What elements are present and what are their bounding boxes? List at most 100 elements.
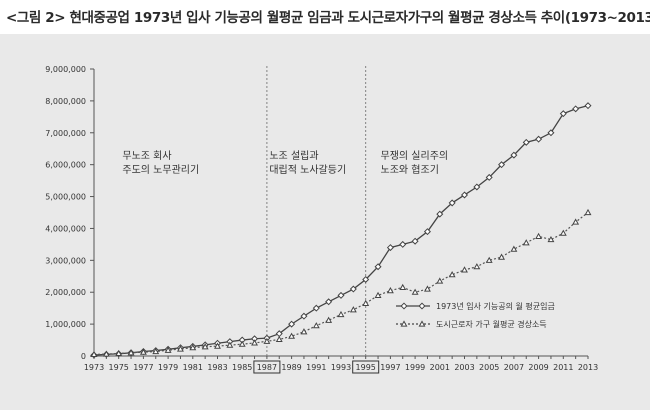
point-marker-triangle (461, 266, 468, 273)
point-marker-triangle (436, 277, 444, 284)
axes-layer: 0 1,000,000 2,000,000 3,000,000 4,000,000 5,0… (45, 65, 598, 374)
point-marker-triangle (448, 271, 456, 278)
point-marker-diamond (448, 199, 456, 207)
legend-label: 도시근로자 가구 월평균 경상소득 (436, 319, 547, 329)
x-tick-label: 1997 (380, 363, 400, 372)
series-line (93, 212, 589, 356)
point-marker-diamond (300, 312, 308, 320)
x-tick-label: 2005 (479, 363, 499, 372)
point-marker-diamond (325, 298, 333, 306)
point-marker-diamond (436, 210, 444, 218)
period-annotation-line: 무쟁의 실리주의 (381, 150, 449, 162)
x-tick-label: 2003 (454, 363, 474, 372)
point-marker-triangle (214, 342, 221, 349)
point-marker-triangle (399, 283, 407, 291)
point-marker-diamond (312, 304, 320, 312)
point-marker-diamond (374, 263, 382, 271)
point-marker-triangle (411, 288, 419, 295)
point-marker-diamond (288, 320, 296, 328)
point-marker-triangle (559, 229, 567, 236)
point-marker-triangle (164, 346, 172, 353)
point-marker-triangle (300, 328, 308, 335)
point-marker-diamond (510, 151, 518, 159)
point-marker-triangle (386, 286, 394, 294)
point-marker-diamond (386, 244, 394, 252)
point-marker-triangle (547, 235, 555, 243)
x-tick-label: 1981 (183, 363, 203, 372)
legend-label: 1973년 입사 기능공의 월 평균임금 (436, 301, 555, 311)
y-tick-label: 3,000,000 (45, 256, 86, 265)
x-tick-label: 2007 (504, 363, 524, 372)
point-marker-triangle (139, 348, 147, 355)
x-tick-label: 1977 (133, 363, 153, 372)
period-annotation-line: 무노조 회사 (122, 150, 171, 162)
point-marker-diamond (473, 183, 481, 191)
point-marker-diamond (337, 291, 345, 299)
point-marker-triangle (572, 218, 580, 225)
point-marker-triangle (201, 343, 209, 350)
point-marker-diamond (485, 173, 493, 181)
y-tick-label: 6,000,000 (45, 161, 86, 170)
point-marker-diamond (535, 135, 543, 143)
period-annotation-line: 노조 설립과 (269, 149, 318, 162)
series-2 (90, 208, 592, 357)
series-layer (90, 102, 592, 359)
period-annotation-line: 노조와 협조기 (381, 163, 439, 176)
x-tick-label: 1999 (405, 363, 425, 372)
x-tick-label: 1995 (356, 363, 376, 372)
period-annotation-line: 대립적 노사갈등기 (269, 163, 346, 176)
y-tick-label: 2,000,000 (45, 288, 86, 297)
point-marker-diamond (399, 240, 407, 248)
x-tick-label: 1989 (281, 363, 301, 372)
y-tick-label: 5,000,000 (45, 193, 86, 202)
y-tick-label: 4,000,000 (45, 224, 86, 233)
point-marker-triangle (535, 232, 543, 239)
point-marker-triangle (263, 337, 271, 344)
point-marker-triangle (127, 349, 135, 356)
point-marker-triangle (102, 350, 110, 357)
y-tick-label: 7,000,000 (45, 129, 86, 138)
point-marker-diamond (349, 285, 357, 293)
point-marker-triangle (177, 345, 184, 352)
chart-title: <그림 2> 현대중공업 1973년 입사 기능공의 월평균 임금과 도시근로자… (6, 10, 650, 26)
point-marker-diamond (547, 129, 555, 137)
series-line (93, 105, 589, 356)
point-marker-diamond (559, 110, 567, 118)
point-marker-triangle (424, 285, 431, 292)
point-marker-triangle (473, 263, 481, 270)
x-tick-label: 2013 (578, 363, 598, 372)
point-marker-diamond (423, 228, 431, 236)
point-marker-diamond (400, 302, 408, 310)
point-marker-triangle (510, 245, 518, 252)
x-tick-label: 1991 (306, 363, 326, 372)
point-marker-triangle (152, 347, 160, 355)
point-marker-triangle (374, 291, 382, 298)
point-marker-diamond (418, 302, 426, 310)
point-marker-diamond (584, 102, 592, 110)
x-tick-box-1995 (352, 360, 380, 374)
point-marker-triangle (362, 299, 370, 306)
point-marker-triangle (498, 253, 505, 260)
point-marker-triangle (90, 350, 98, 357)
x-tick-label: 1973 (84, 363, 104, 372)
point-marker-triangle (337, 310, 345, 318)
point-marker-diamond (362, 275, 370, 283)
x-tick-label: 1985 (232, 363, 252, 372)
point-marker-diamond (522, 138, 530, 146)
y-tick-label: 0 (81, 352, 86, 361)
y-tick-label: 8,000,000 (45, 97, 86, 106)
point-marker-triangle (584, 208, 592, 216)
point-marker-triangle (485, 256, 493, 263)
point-marker-diamond (411, 237, 419, 245)
point-marker-triangle (288, 332, 296, 339)
x-tick-box-1987 (253, 360, 281, 374)
x-tick-label: 1983 (207, 363, 227, 372)
point-marker-triangle (275, 335, 283, 342)
point-marker-triangle (189, 344, 197, 351)
line-chart: 0 1,000,000 2,000,000 3,000,000 4,000,000 5,0… (45, 65, 598, 374)
point-marker-triangle (522, 239, 530, 246)
x-tick-label: 2009 (528, 363, 548, 372)
